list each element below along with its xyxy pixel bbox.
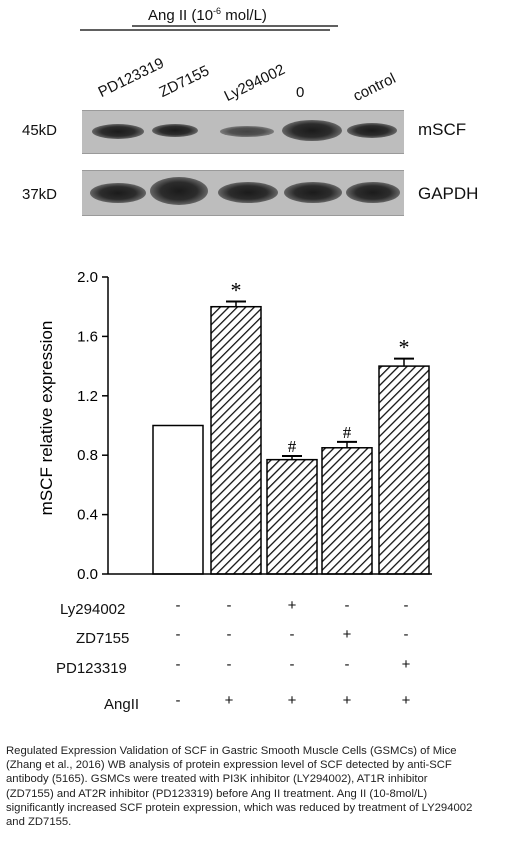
y-tick-label-5: 2.0 [77,269,98,286]
condition-mark-1-1: - [226,626,232,643]
treatment-title-exponent: -6 [213,6,222,16]
condition-mark-0-2: + [287,597,297,614]
significance-mark-3: # [343,423,352,442]
condition-mark-1-3: + [342,626,352,643]
significance-mark-1: * [231,278,242,303]
condition-mark-0-0: - [175,597,181,614]
condition-mark-0-1: - [226,597,232,614]
treatment-title-text: Ang II (10 [148,7,214,24]
treatment-title: Ang II (10-6 mol/L) [148,6,267,24]
band-gapdh-pd123319 [90,183,146,203]
lane-label-zero: 0 [296,84,305,101]
blot-name-gapdh: GAPDH [418,184,479,203]
condition-mark-2-4: + [401,656,411,673]
lane-label-control: control [350,69,399,105]
significance-mark-4: * [399,335,410,360]
bar-chart: * # # * 0.0 0.4 0.8 1.2 1.6 2.0 mSCF relative ex… [37,269,432,583]
y-tick-label-1: 0.4 [77,507,98,524]
treatment-title-unit: mol/L) [221,7,267,24]
band-mscf-zero [282,120,342,141]
y-axis-label: mSCF relative expression [37,321,56,516]
condition-mark-3-1: + [224,692,234,709]
band-mscf-ly294002 [220,126,274,137]
condition-mark-0-3: - [344,597,350,614]
significance-mark-2: # [288,437,297,456]
condition-label-0: Ly294002 [60,601,126,618]
condition-mark-3-3: + [342,692,352,709]
band-mscf-control [347,123,397,138]
condition-label-2: PD123319 [56,660,127,677]
bar-2 [266,458,318,575]
axes-group: 0.0 0.4 0.8 1.2 1.6 2.0 [77,269,432,583]
condition-mark-2-1: - [226,656,232,673]
lane-label-pd123319: PD123319 [95,54,167,101]
bar-1 [210,305,262,575]
band-gapdh-zd7155 [150,177,208,205]
blot-kd-gapdh: 37kD [22,186,58,203]
western-blot-header: Ang II (10-6 mol/L) PD123319 ZD7155 Ly29… [0,0,508,110]
band-mscf-pd123319 [92,124,144,139]
blot-strip-mscf [82,110,404,154]
y-tick-label-2: 0.8 [77,447,98,464]
band-gapdh-control [346,182,400,203]
condition-label-3: AngII [104,696,140,713]
bars-group: * # # * [152,278,430,575]
band-gapdh-ly294002 [218,182,278,203]
bar-3 [321,447,373,575]
condition-mark-0-4: - [403,597,409,614]
condition-mark-2-3: - [344,656,350,673]
blot-strip-gapdh [82,170,404,216]
band-mscf-zd7155 [152,124,198,137]
condition-mark-2-0: - [175,656,181,673]
lane-label-ly294002: Ly294002 [221,61,288,105]
condition-mark-3-2: + [287,692,297,709]
treatment-lines [80,25,338,31]
band-gapdh-zero [284,182,342,203]
y-tick-label-0: 0.0 [77,566,98,583]
condition-mark-3-4: + [401,692,411,709]
blot-name-mscf: mSCF [418,120,467,139]
bar-4 [378,365,430,575]
condition-mark-1-0: - [175,626,181,643]
bar-0 [152,424,204,575]
y-tick-label-3: 1.2 [77,388,98,405]
condition-label-1: ZD7155 [76,630,130,647]
figure-caption: Regulated Expression Validation of SCF i… [6,745,473,829]
condition-mark-1-4: - [403,626,409,643]
blot-kd-mscf: 45kD [22,122,58,139]
condition-mark-1-2: - [289,626,295,643]
y-tick-label-4: 1.6 [77,328,98,345]
condition-mark-3-0: - [175,692,181,709]
condition-mark-2-2: - [289,656,295,673]
